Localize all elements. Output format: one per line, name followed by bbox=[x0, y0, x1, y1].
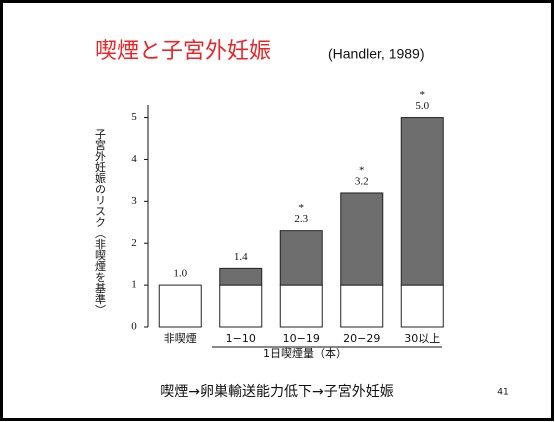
bar-reference-part bbox=[219, 284, 263, 328]
value-label: 3.2 bbox=[355, 175, 369, 187]
x-tick-label: 20−29 bbox=[343, 332, 380, 345]
chart-title: 喫煙と子宮外妊娠 bbox=[95, 39, 271, 64]
y-tick-label: 4 bbox=[131, 153, 137, 165]
y-tick-label: 5 bbox=[131, 111, 137, 123]
y-axis-label: 子宮外妊娠のリスク（非喫煙を基準） bbox=[94, 128, 107, 315]
bar-reference-part bbox=[279, 284, 323, 328]
chart-subtitle: (Handler, 1989) bbox=[328, 46, 425, 62]
y-tick-label: 0 bbox=[131, 321, 137, 333]
x-tick-label: 10−19 bbox=[283, 332, 320, 345]
bar-reference-part bbox=[340, 284, 384, 328]
significance-mark: * bbox=[359, 164, 365, 176]
bar bbox=[158, 284, 202, 328]
y-tick-label: 2 bbox=[131, 237, 137, 249]
x-tick-label: 非喫煙 bbox=[164, 332, 197, 345]
x-axis-label: 1日喫煙量（本） bbox=[263, 346, 347, 360]
x-tick-label: 1−10 bbox=[226, 332, 256, 345]
footer: 喫煙→卵巣輸送能力低下→子宮外妊娠 bbox=[160, 384, 393, 400]
bar-reference-part bbox=[400, 284, 444, 328]
value-label: 2.3 bbox=[294, 213, 308, 225]
bar bbox=[400, 117, 444, 286]
bar bbox=[219, 267, 263, 286]
bar bbox=[340, 192, 384, 286]
value-label: 5.0 bbox=[415, 100, 429, 112]
y-tick-label: 1 bbox=[131, 279, 137, 291]
y-tick-label: 3 bbox=[131, 195, 137, 207]
page-number: 41 bbox=[497, 388, 508, 398]
x-tick-label: 30以上 bbox=[404, 332, 440, 345]
significance-mark: * bbox=[299, 202, 305, 214]
value-label: 1.0 bbox=[173, 268, 187, 280]
significance-mark: * bbox=[420, 89, 426, 101]
bar bbox=[279, 230, 323, 286]
value-label: 1.4 bbox=[234, 251, 248, 263]
